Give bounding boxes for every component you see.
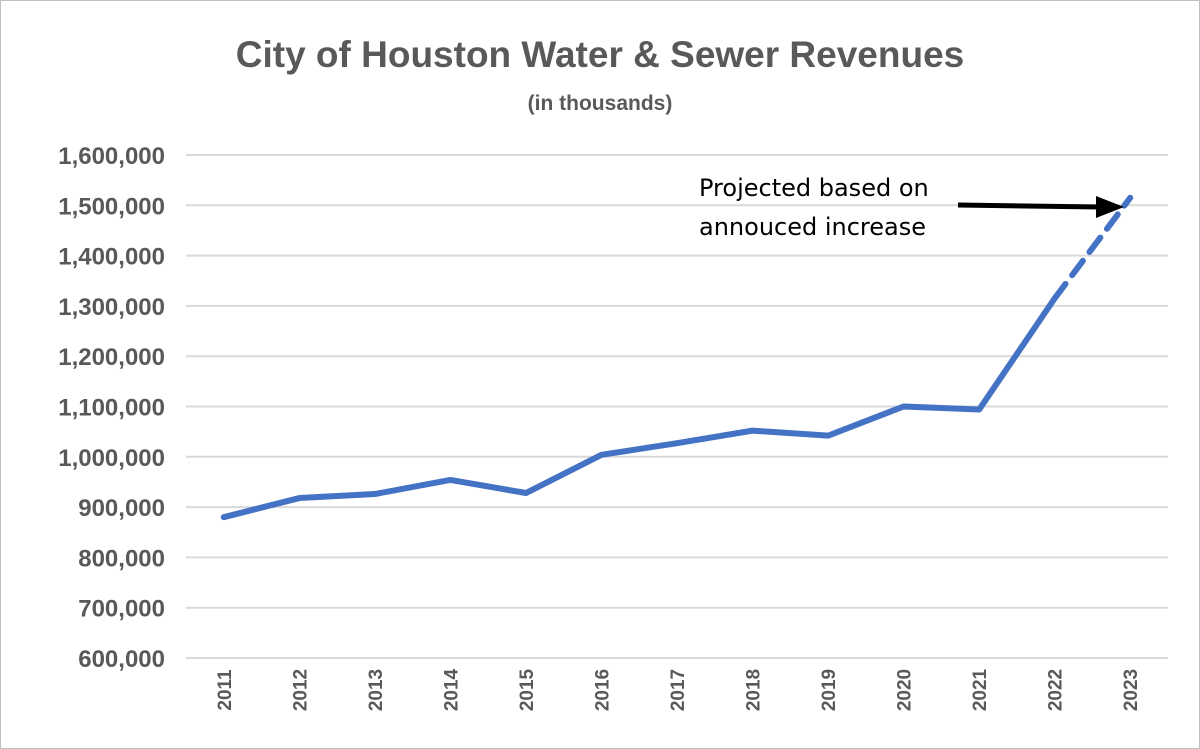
y-tick-label: 800,000 bbox=[78, 545, 165, 572]
y-tick-label: 1,300,000 bbox=[58, 294, 165, 321]
annotation-line-2: annouced increase bbox=[699, 213, 926, 241]
x-tick-label: 2021 bbox=[970, 668, 991, 711]
y-tick-label: 600,000 bbox=[78, 646, 165, 673]
x-tick-label: 2015 bbox=[517, 668, 538, 711]
x-tick-label: 2023 bbox=[1121, 669, 1142, 711]
x-tick-label: 2013 bbox=[366, 669, 387, 711]
x-axis-ticks: 2011 2012 2013 2014 2015 2016 2017 2018 2019 2020… bbox=[215, 668, 1142, 711]
y-tick-label: 1,200,000 bbox=[58, 344, 165, 371]
x-tick-label: 2016 bbox=[592, 669, 613, 711]
y-tick-label: 900,000 bbox=[78, 495, 165, 522]
y-tick-label: 1,600,000 bbox=[58, 143, 165, 170]
x-tick-label: 2022 bbox=[1046, 669, 1067, 711]
series-line-actual bbox=[220, 295, 1058, 521]
y-tick-label: 1,400,000 bbox=[58, 244, 165, 271]
x-tick-label: 2020 bbox=[895, 669, 916, 711]
y-axis-ticks: 600,000 700,000 800,000 900,000 1,000,000 1,1… bbox=[58, 143, 165, 673]
chart-title: City of Houston Water & Sewer Revenues bbox=[236, 34, 965, 75]
y-tick-label: 1,100,000 bbox=[58, 395, 165, 422]
x-tick-label: 2014 bbox=[441, 668, 462, 711]
x-tick-label: 2018 bbox=[744, 669, 765, 711]
x-tick-label: 2017 bbox=[668, 669, 689, 711]
gridlines bbox=[186, 154, 1168, 659]
series-line bbox=[220, 194, 1134, 521]
y-tick-label: 1,000,000 bbox=[58, 445, 165, 472]
y-tick-label: 1,500,000 bbox=[58, 193, 165, 220]
y-tick-label: 700,000 bbox=[78, 596, 165, 623]
x-tick-label: 2012 bbox=[290, 669, 311, 711]
annotation-arrow bbox=[957, 196, 1124, 218]
annotation-line-1: Projected based on bbox=[699, 174, 929, 202]
series-line-projected bbox=[1051, 194, 1134, 302]
x-tick-label: 2011 bbox=[215, 669, 236, 711]
x-tick-label: 2019 bbox=[819, 669, 840, 711]
chart-subtitle: (in thousands) bbox=[528, 92, 673, 115]
